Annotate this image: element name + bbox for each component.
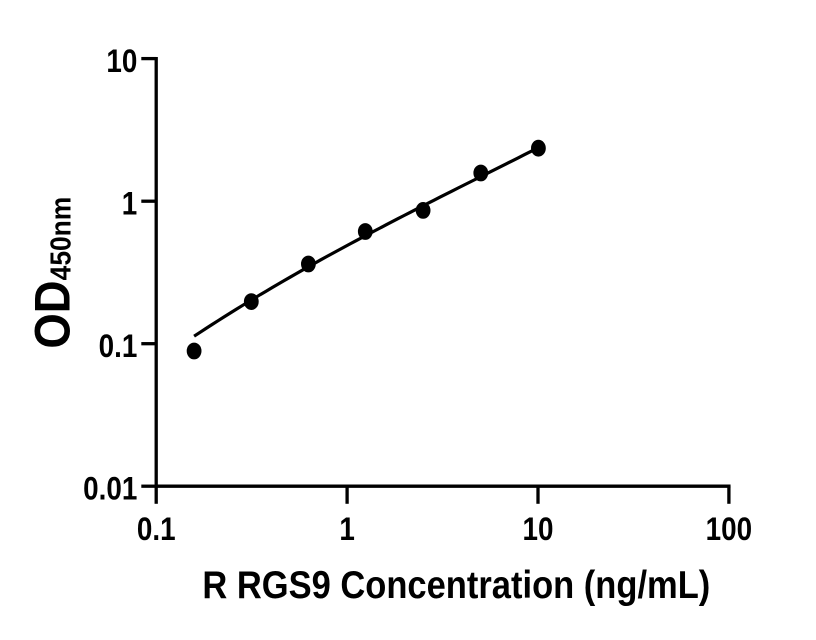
- svg-text:1: 1: [339, 512, 354, 547]
- svg-text:10: 10: [106, 44, 137, 79]
- svg-text:1: 1: [122, 187, 137, 222]
- svg-text:0.1: 0.1: [137, 512, 176, 547]
- svg-text:0.01: 0.01: [83, 472, 137, 507]
- svg-text:10: 10: [523, 512, 554, 547]
- svg-text:R RGS9 Concentration (ng/mL): R RGS9 Concentration (ng/mL): [202, 563, 710, 606]
- svg-text:0.1: 0.1: [99, 329, 138, 364]
- svg-text:100: 100: [706, 512, 752, 547]
